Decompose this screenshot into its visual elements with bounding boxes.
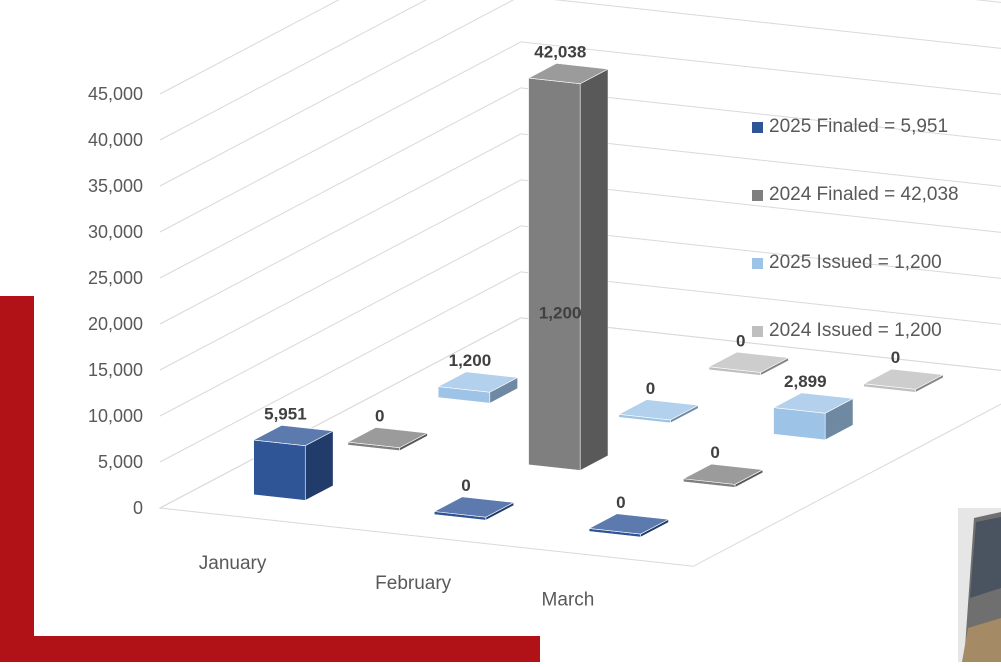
gridline xyxy=(159,225,1001,417)
gridline xyxy=(159,179,1001,371)
y-tick-label: 20,000 xyxy=(88,314,143,334)
chart-legend: 2025 Finaled = 5,951 2024 Finaled = 42,03… xyxy=(752,112,959,384)
y-tick-label: 30,000 xyxy=(88,222,143,242)
legend-label: 2025 Issued = 1,200 xyxy=(769,252,942,273)
category-label: January xyxy=(199,553,267,574)
y-tick-label: 45,000 xyxy=(88,84,143,104)
bar xyxy=(252,425,335,501)
bar xyxy=(862,368,945,393)
data-label: 1,200 xyxy=(449,351,492,370)
y-tick-label: 5,000 xyxy=(98,452,143,472)
category-label: March xyxy=(542,590,595,611)
data-label: 0 xyxy=(646,379,655,398)
data-label: 0 xyxy=(736,331,745,350)
chart-card xyxy=(34,0,1001,636)
y-tick-label: 0 xyxy=(133,498,143,518)
y-tick-label: 10,000 xyxy=(88,406,143,426)
legend-swatch xyxy=(752,257,763,269)
gridline xyxy=(159,133,1001,325)
legend-item: 2025 Issued = 1,200 xyxy=(752,248,959,278)
category-label: February xyxy=(375,573,452,594)
bar xyxy=(707,351,790,376)
gridline xyxy=(159,87,1001,279)
legend-item: 2024 Finaled = 42,038 xyxy=(752,180,959,210)
x-axis-labels: January February March xyxy=(199,553,595,611)
gridline xyxy=(159,0,1001,187)
data-label: 2,899 xyxy=(784,372,827,391)
gridline xyxy=(159,41,1001,233)
y-tick-label: 15,000 xyxy=(88,360,143,380)
photo-thumbnail xyxy=(958,508,1001,662)
data-label: 42,038 xyxy=(534,43,586,62)
y-axis-ticks: 45,000 40,000 35,000 30,000 25,000 20,000 15,0… xyxy=(88,84,143,518)
legend-swatch xyxy=(752,189,763,201)
data-label: 0 xyxy=(616,493,625,512)
legend-label: 2025 Finaled = 5,951 xyxy=(769,116,949,137)
bar xyxy=(346,427,429,452)
y-tick-label: 25,000 xyxy=(88,268,143,288)
bar xyxy=(682,463,764,488)
legend-swatch xyxy=(752,325,763,337)
y-tick-label: 35,000 xyxy=(88,176,143,196)
gridline xyxy=(159,0,1001,141)
bar xyxy=(588,513,670,538)
data-label: 1,200 xyxy=(539,303,582,322)
legend-swatch xyxy=(752,121,763,133)
bars xyxy=(252,63,945,538)
data-label: 0 xyxy=(375,407,384,426)
legend-label: 2024 Issued = 1,200 xyxy=(769,320,942,341)
bar xyxy=(527,63,610,471)
data-label: 5,951 xyxy=(264,404,307,423)
bar xyxy=(437,371,519,404)
bar xyxy=(772,392,855,441)
gridline xyxy=(159,271,1001,463)
data-label: 0 xyxy=(461,476,470,495)
data-labels: 1,200 0 0 1,200 0 2,899 0 42,038 0 5,951 0 0 xyxy=(264,43,900,512)
gridline xyxy=(159,0,340,95)
data-label: 0 xyxy=(891,348,900,367)
bar xyxy=(617,399,700,424)
bar xyxy=(433,496,515,521)
floor-outline xyxy=(158,317,1001,567)
data-label: 0 xyxy=(710,443,719,462)
y-tick-label: 40,000 xyxy=(88,130,143,150)
legend-item: 2025 Finaled = 5,951 xyxy=(752,112,959,142)
legend-label: 2024 Finaled = 42,038 xyxy=(769,184,959,205)
legend-item: 2024 Issued = 1,200 xyxy=(752,316,959,346)
